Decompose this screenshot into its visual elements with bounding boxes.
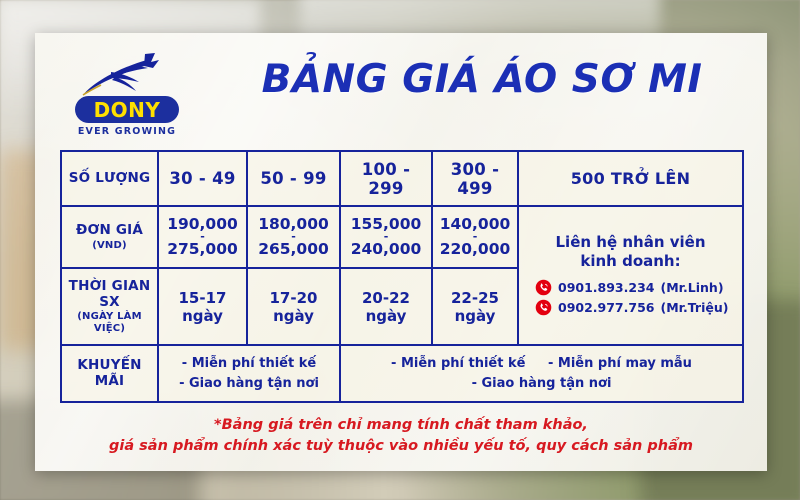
row-label-unit-price-sub: (VND) xyxy=(92,239,127,251)
phone-row-trieu[interactable]: 0902.977.756 (Mr.Triệu) xyxy=(535,299,738,316)
phone-owner: (Mr.Triệu) xyxy=(660,299,729,315)
contact-cell: Liên hệ nhân viên kinh doanh: 0901.893.2… xyxy=(517,205,744,347)
price-card: DONY EVER GROWING BẢNG GIÁ ÁO SƠ MI SỐ L… xyxy=(35,33,767,471)
lead-time-300-499: 22-25 ngày xyxy=(431,267,519,347)
row-label-lead-time-sub: (NGÀY LÀM VIỆC) xyxy=(77,311,142,334)
phone-number: 0901.893.234 xyxy=(558,279,655,295)
price-from: 180,000 xyxy=(258,214,329,233)
column-header-30-49: 30 - 49 xyxy=(157,149,248,208)
table-row-promotion: KHUYẾN MÃI - Miễn phí thiết kế - Giao hà… xyxy=(60,344,744,403)
contact-heading: Liên hệ nhân viên kinh doanh: xyxy=(523,233,738,271)
column-header-500-plus: 500 TRỞ LÊN xyxy=(517,149,744,208)
table-row-lead-time: THỜI GIAN SX (NGÀY LÀM VIỆC) 15-17 ngày … xyxy=(60,267,743,347)
price-separator: - xyxy=(200,230,205,244)
price-from: 155,000 xyxy=(350,214,422,233)
table-row-unit-price: ĐƠN GIÁ (VND) 190,000 - 275,000 180,000 … xyxy=(60,205,744,347)
promotion-cell-right: - Miễn phí thiết kế - Miễn phí may mẫu -… xyxy=(339,344,744,403)
phone-row-linh[interactable]: 0901.893.234 (Mr.Linh) xyxy=(535,279,738,296)
phone-icon xyxy=(535,279,552,295)
phone-number: 0902.977.756 xyxy=(558,299,655,315)
row-label-lead-time: THỜI GIAN SX (NGÀY LÀM VIỆC) xyxy=(60,267,159,347)
contact-heading-line1: Liên hệ nhân viên xyxy=(555,233,706,252)
dony-wordmark: DONY xyxy=(75,96,179,123)
disclaimer-line1: *Bảng giá trên chỉ mang tính chất tham k… xyxy=(214,417,588,433)
price-to: 220,000 xyxy=(439,240,511,259)
price-from: 140,000 xyxy=(439,214,511,233)
card-header: DONY EVER GROWING BẢNG GIÁ ÁO SƠ MI xyxy=(35,33,767,145)
column-header-100-299: 100 - 299 xyxy=(339,149,433,208)
price-table: SỐ LƯỢNG 30 - 49 50 - 99 100 - 299 300 -… xyxy=(60,149,744,403)
dony-bird-icon xyxy=(82,53,159,96)
disclaimer-note: *Bảng giá trên chỉ mang tính chất tham k… xyxy=(65,415,737,456)
brand-logo: DONY EVER GROWING xyxy=(65,51,189,137)
promotion-cell-left: - Miễn phí thiết kế - Giao hàng tận nơi xyxy=(157,344,341,403)
table-row-quantity: SỐ LƯỢNG 30 - 49 50 - 99 100 - 299 300 -… xyxy=(60,149,744,208)
phone-icon xyxy=(535,299,552,315)
row-label-promotion: KHUYẾN MÃI xyxy=(60,344,159,403)
lead-time-50-99: 17-20 ngày xyxy=(246,267,341,347)
column-header-300-499: 300 - 499 xyxy=(431,149,519,208)
price-separator: - xyxy=(472,230,478,244)
price-cell-100-299: 155,000 - 240,000 xyxy=(339,205,433,270)
price-to: 265,000 xyxy=(258,240,329,259)
brand-tagline: EVER GROWING xyxy=(77,126,177,137)
price-cell-30-49: 190,000 - 275,000 xyxy=(157,205,248,270)
price-to: 275,000 xyxy=(167,240,238,259)
disclaimer-line2: giá sản phẩm chính xác tuỳ thuộc vào nhi… xyxy=(108,437,693,454)
price-cell-300-499: 140,000 - 220,000 xyxy=(431,205,519,270)
promotion-left-line1: - Miễn phí thiết kế xyxy=(181,356,317,372)
promotion-right-item-1: - Miễn phí thiết kế xyxy=(391,356,526,372)
row-label-unit-price-main: ĐƠN GIÁ xyxy=(75,222,144,239)
lead-time-100-299: 20-22 ngày xyxy=(339,267,433,347)
price-separator: - xyxy=(291,230,296,244)
column-header-50-99: 50 - 99 xyxy=(246,149,341,208)
price-cell-50-99: 180,000 - 265,000 xyxy=(246,205,341,270)
promotion-left-line2: - Giao hàng tận nơi xyxy=(179,375,319,391)
page-title: BẢNG GIÁ ÁO SƠ MI xyxy=(261,57,703,102)
lead-time-30-49: 15-17 ngày xyxy=(157,267,248,347)
promotion-right-item-3: - Giao hàng tận nơi xyxy=(471,375,612,391)
phone-owner: (Mr.Linh) xyxy=(660,279,724,295)
price-table-wrapper: SỐ LƯỢNG 30 - 49 50 - 99 100 - 299 300 -… xyxy=(60,149,744,403)
row-label-lead-time-main: THỜI GIAN SX xyxy=(68,278,151,310)
row-label-unit-price: ĐƠN GIÁ (VND) xyxy=(60,205,159,270)
price-to: 240,000 xyxy=(350,240,422,259)
row-label-quantity: SỐ LƯỢNG xyxy=(60,149,159,208)
price-separator: - xyxy=(383,230,389,244)
contact-heading-line2: kinh doanh: xyxy=(580,251,681,270)
price-from: 190,000 xyxy=(167,214,238,233)
dony-word: DONY xyxy=(93,97,161,122)
promotion-right-item-2: - Miễn phí may mẫu xyxy=(547,356,692,372)
